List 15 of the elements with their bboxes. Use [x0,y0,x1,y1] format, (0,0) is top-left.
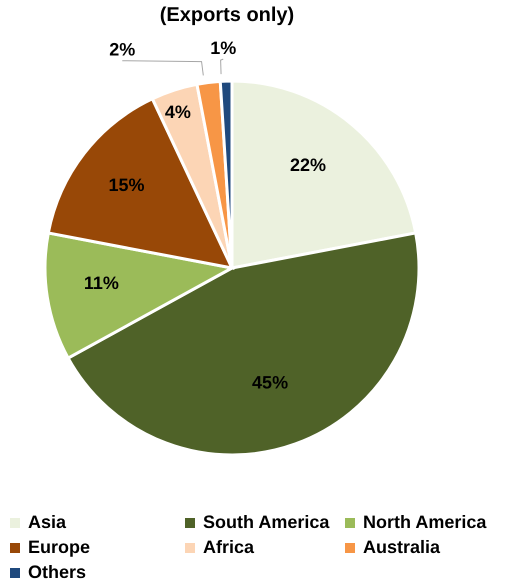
legend-label: Others [28,562,86,583]
chart-title: (Exports only) [158,4,296,27]
legend-label: Australia [363,537,440,558]
legend-label: Asia [28,512,66,533]
data-label: 15% [108,175,145,196]
data-label: 2% [109,40,136,60]
data-label: 1% [210,38,236,58]
legend-label: South America [203,512,330,533]
legend-label: North America [363,512,486,533]
data-label: 11% [84,272,119,293]
legend-label: Africa [203,537,254,558]
legend-label: Europe [28,537,90,558]
data-label: 4% [164,102,191,122]
data-label: 45% [252,372,288,393]
data-label: 22% [290,155,326,176]
